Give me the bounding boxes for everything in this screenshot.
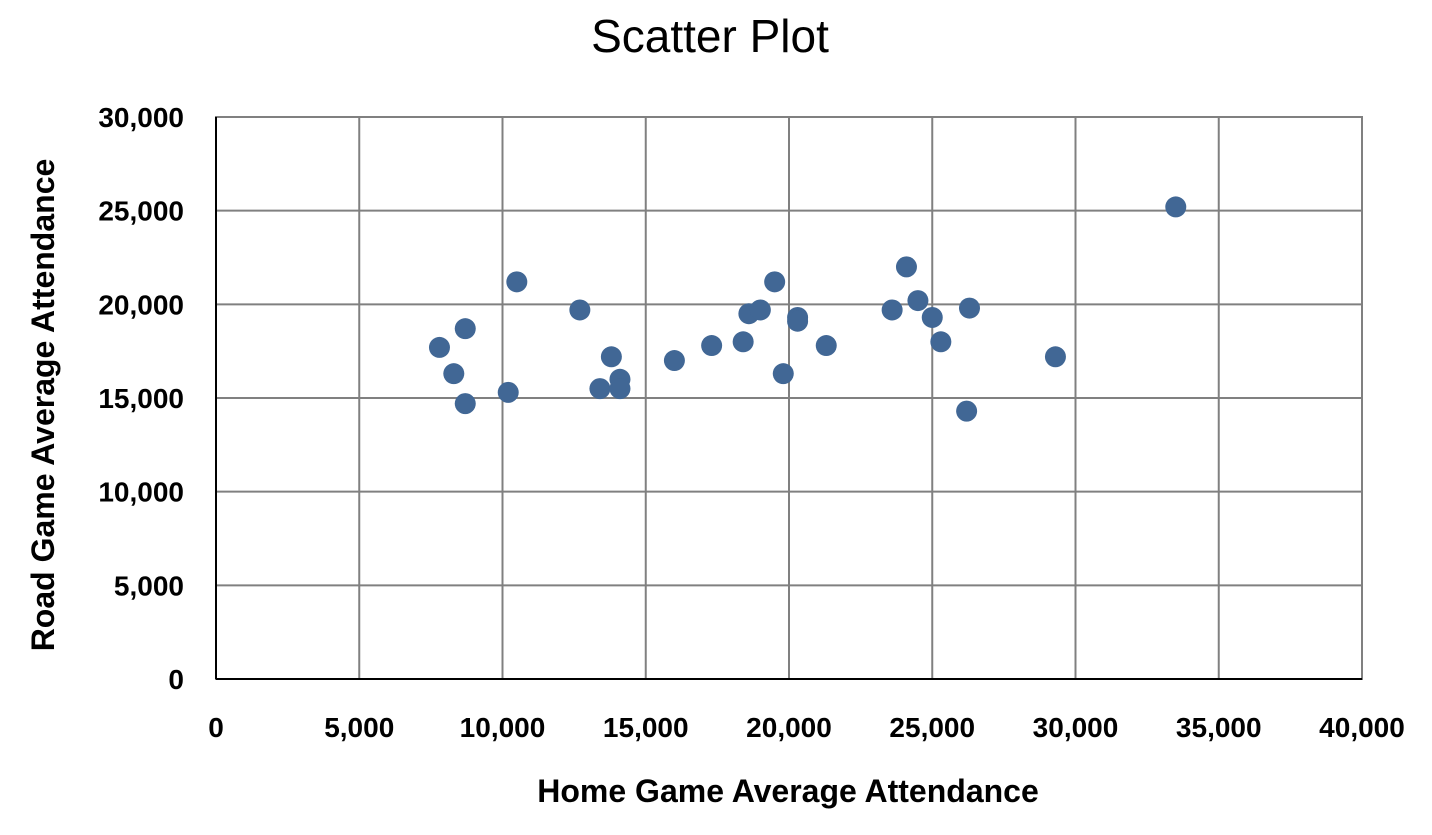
y-tick-label: 5,000 <box>114 570 184 601</box>
data-point <box>506 271 528 293</box>
x-tick-label: 15,000 <box>603 712 689 743</box>
data-point <box>772 363 794 385</box>
x-tick-label: 0 <box>208 712 224 743</box>
x-tick-label: 35,000 <box>1176 712 1262 743</box>
grid-layer <box>215 116 1363 680</box>
data-point <box>497 381 519 403</box>
data-point <box>454 318 476 340</box>
y-tick-label: 25,000 <box>98 196 184 227</box>
data-point <box>895 256 917 278</box>
data-point <box>701 335 723 357</box>
data-point <box>881 299 903 321</box>
data-point <box>443 363 465 385</box>
labels-layer: 0 5,000 10,000 15,000 20,000 25,000 30,000 35,0… <box>98 102 1404 743</box>
x-tick-label: 5,000 <box>324 712 394 743</box>
data-point <box>589 378 611 400</box>
data-point <box>956 400 978 422</box>
data-point <box>609 378 631 400</box>
data-point <box>921 306 943 328</box>
data-point <box>1044 346 1066 368</box>
data-point <box>749 299 771 321</box>
data-point <box>600 346 622 368</box>
data-point <box>428 336 450 358</box>
x-axis-title: Home Game Average Attendance <box>537 773 1039 809</box>
data-point <box>907 290 929 312</box>
x-tick-label: 20,000 <box>746 712 832 743</box>
x-tick-label: 25,000 <box>889 712 975 743</box>
data-point <box>958 297 980 319</box>
y-tick-label: 0 <box>168 664 184 695</box>
x-tick-label: 10,000 <box>460 712 546 743</box>
data-point <box>787 310 809 332</box>
chart-title: Scatter Plot <box>591 10 829 62</box>
data-point <box>732 331 754 353</box>
x-tick-label: 30,000 <box>1033 712 1119 743</box>
y-tick-label: 20,000 <box>98 289 184 320</box>
data-point <box>1165 196 1187 218</box>
data-point <box>569 299 591 321</box>
y-tick-label: 30,000 <box>98 102 184 133</box>
y-tick-label: 10,000 <box>98 477 184 508</box>
data-point <box>663 350 685 372</box>
data-point <box>815 335 837 357</box>
data-point <box>930 331 952 353</box>
data-point <box>454 393 476 415</box>
points-layer <box>428 196 1187 422</box>
x-tick-label: 40,000 <box>1319 712 1405 743</box>
data-point <box>764 271 786 293</box>
y-tick-label: 15,000 <box>98 383 184 414</box>
y-axis-title: Road Game Average Attendance <box>25 159 61 652</box>
